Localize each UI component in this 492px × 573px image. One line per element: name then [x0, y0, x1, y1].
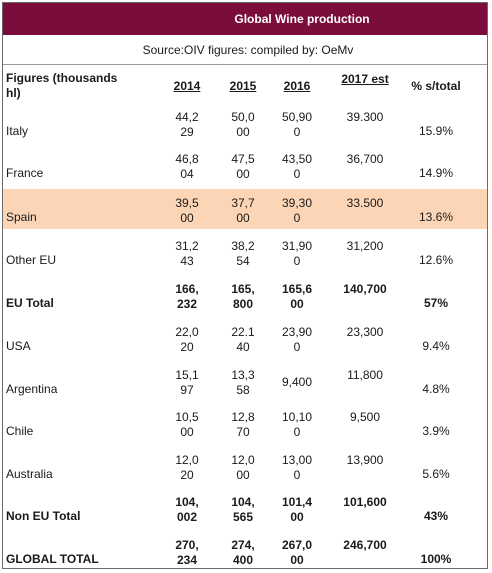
- table-frame: [2, 2, 488, 569]
- cell-share: 5.6%: [422, 467, 450, 481]
- row-label: Non EU Total: [6, 509, 81, 523]
- source-line: Source:OIV figures: compiled by: OeMv: [3, 36, 487, 64]
- cell-2016: 39,30 0: [281, 196, 313, 225]
- cell-2016: 101,4 00: [281, 495, 313, 524]
- cell-2015: 12,8 70: [231, 410, 255, 439]
- cell-2016: 23,90 0: [281, 325, 313, 354]
- cell-2017-est: 39.300: [346, 110, 384, 124]
- row-label: Other EU: [6, 253, 57, 267]
- cell-share: 100%: [420, 552, 452, 566]
- header-figures: Figures (thousands hl): [6, 71, 118, 100]
- cell-2016: 13,00 0: [281, 453, 313, 482]
- row-label: Spain: [6, 210, 37, 224]
- cell-share: 13.6%: [418, 210, 454, 224]
- header-2015: 2015: [229, 79, 257, 93]
- cell-2015: 50,0 00: [231, 110, 255, 139]
- cell-2014: 104, 002: [175, 495, 199, 524]
- source-text: Source:OIV figures: compiled by: OeMv: [142, 43, 354, 57]
- cell-2015: 22.1 40: [231, 325, 255, 354]
- cell-2015: 13,3 58: [231, 368, 255, 397]
- cell-share: 3.9%: [422, 424, 450, 438]
- cell-share: 9.4%: [422, 339, 450, 353]
- cell-2016: 9,400: [281, 375, 313, 389]
- cell-share: 43%: [423, 509, 449, 523]
- cell-2017-est: 23,300: [346, 325, 384, 339]
- cell-share: 12.6%: [418, 253, 454, 267]
- header-2017-est: 2017 est: [341, 72, 389, 86]
- row-label: Italy: [6, 124, 29, 138]
- cell-2015: 274, 400: [231, 538, 255, 567]
- row-label: Chile: [6, 424, 34, 438]
- cell-2014: 22,0 20: [175, 325, 199, 354]
- cell-2016: 165,6 00: [281, 282, 313, 311]
- cell-2016: 267,0 00: [281, 538, 313, 567]
- cell-2016: 31,90 0: [281, 239, 313, 268]
- cell-2015: 12,0 00: [231, 453, 255, 482]
- row-label: France: [6, 166, 44, 180]
- cell-share: 14.9%: [418, 166, 454, 180]
- row-label: EU Total: [6, 296, 54, 310]
- cell-2015: 165, 800: [231, 282, 255, 311]
- cell-2015: 37,7 00: [231, 196, 255, 225]
- cell-2017-est: 11,800: [347, 368, 383, 382]
- cell-2017-est: 140,700: [343, 282, 387, 296]
- table-title: Global Wine production: [234, 12, 370, 26]
- cell-2017-est: 33.500: [346, 196, 384, 210]
- cell-share: 15.9%: [418, 124, 454, 138]
- cell-2016: 10,10 0: [281, 410, 313, 439]
- header-2016: 2016: [283, 79, 311, 93]
- cell-2014: 10,5 00: [175, 410, 199, 439]
- cell-2017-est: 36,700: [346, 152, 384, 166]
- cell-2017-est: 9,500: [349, 410, 381, 424]
- cell-2014: 12,0 20: [175, 453, 199, 482]
- row-label: GLOBAL TOTAL: [6, 552, 99, 566]
- cell-2017-est: 101,600: [343, 495, 387, 509]
- cell-2014: 270, 234: [175, 538, 199, 567]
- row-label: Australia: [6, 467, 53, 481]
- row-label: Argentina: [6, 382, 58, 396]
- cell-2015: 38,2 54: [231, 239, 255, 268]
- cell-share: 57%: [423, 296, 449, 310]
- cell-2015: 104, 565: [231, 495, 255, 524]
- cell-share: 4.8%: [422, 382, 450, 396]
- row-highlight-spain: [3, 189, 487, 229]
- cell-2016: 43,50 0: [281, 152, 313, 181]
- cell-2017-est: 31,200: [346, 239, 384, 253]
- cell-2014: 39,5 00: [175, 196, 199, 225]
- header-2014: 2014: [173, 79, 201, 93]
- cell-2014: 166, 232: [175, 282, 199, 311]
- cell-2015: 47,5 00: [231, 152, 255, 181]
- cell-2014: 31,2 43: [175, 239, 199, 268]
- table-title-bar: Global Wine production: [3, 3, 487, 35]
- header-separator: [3, 64, 487, 65]
- row-label: USA: [6, 339, 31, 353]
- cell-2014: 46,8 04: [175, 152, 199, 181]
- cell-2014: 44,2 29: [175, 110, 199, 139]
- cell-2014: 15,1 97: [175, 368, 199, 397]
- header-share: % s/total: [411, 79, 461, 93]
- cell-2016: 50,90 0: [281, 110, 313, 139]
- cell-2017-est: 246,700: [343, 538, 387, 552]
- cell-2017-est: 13,900: [346, 453, 384, 467]
